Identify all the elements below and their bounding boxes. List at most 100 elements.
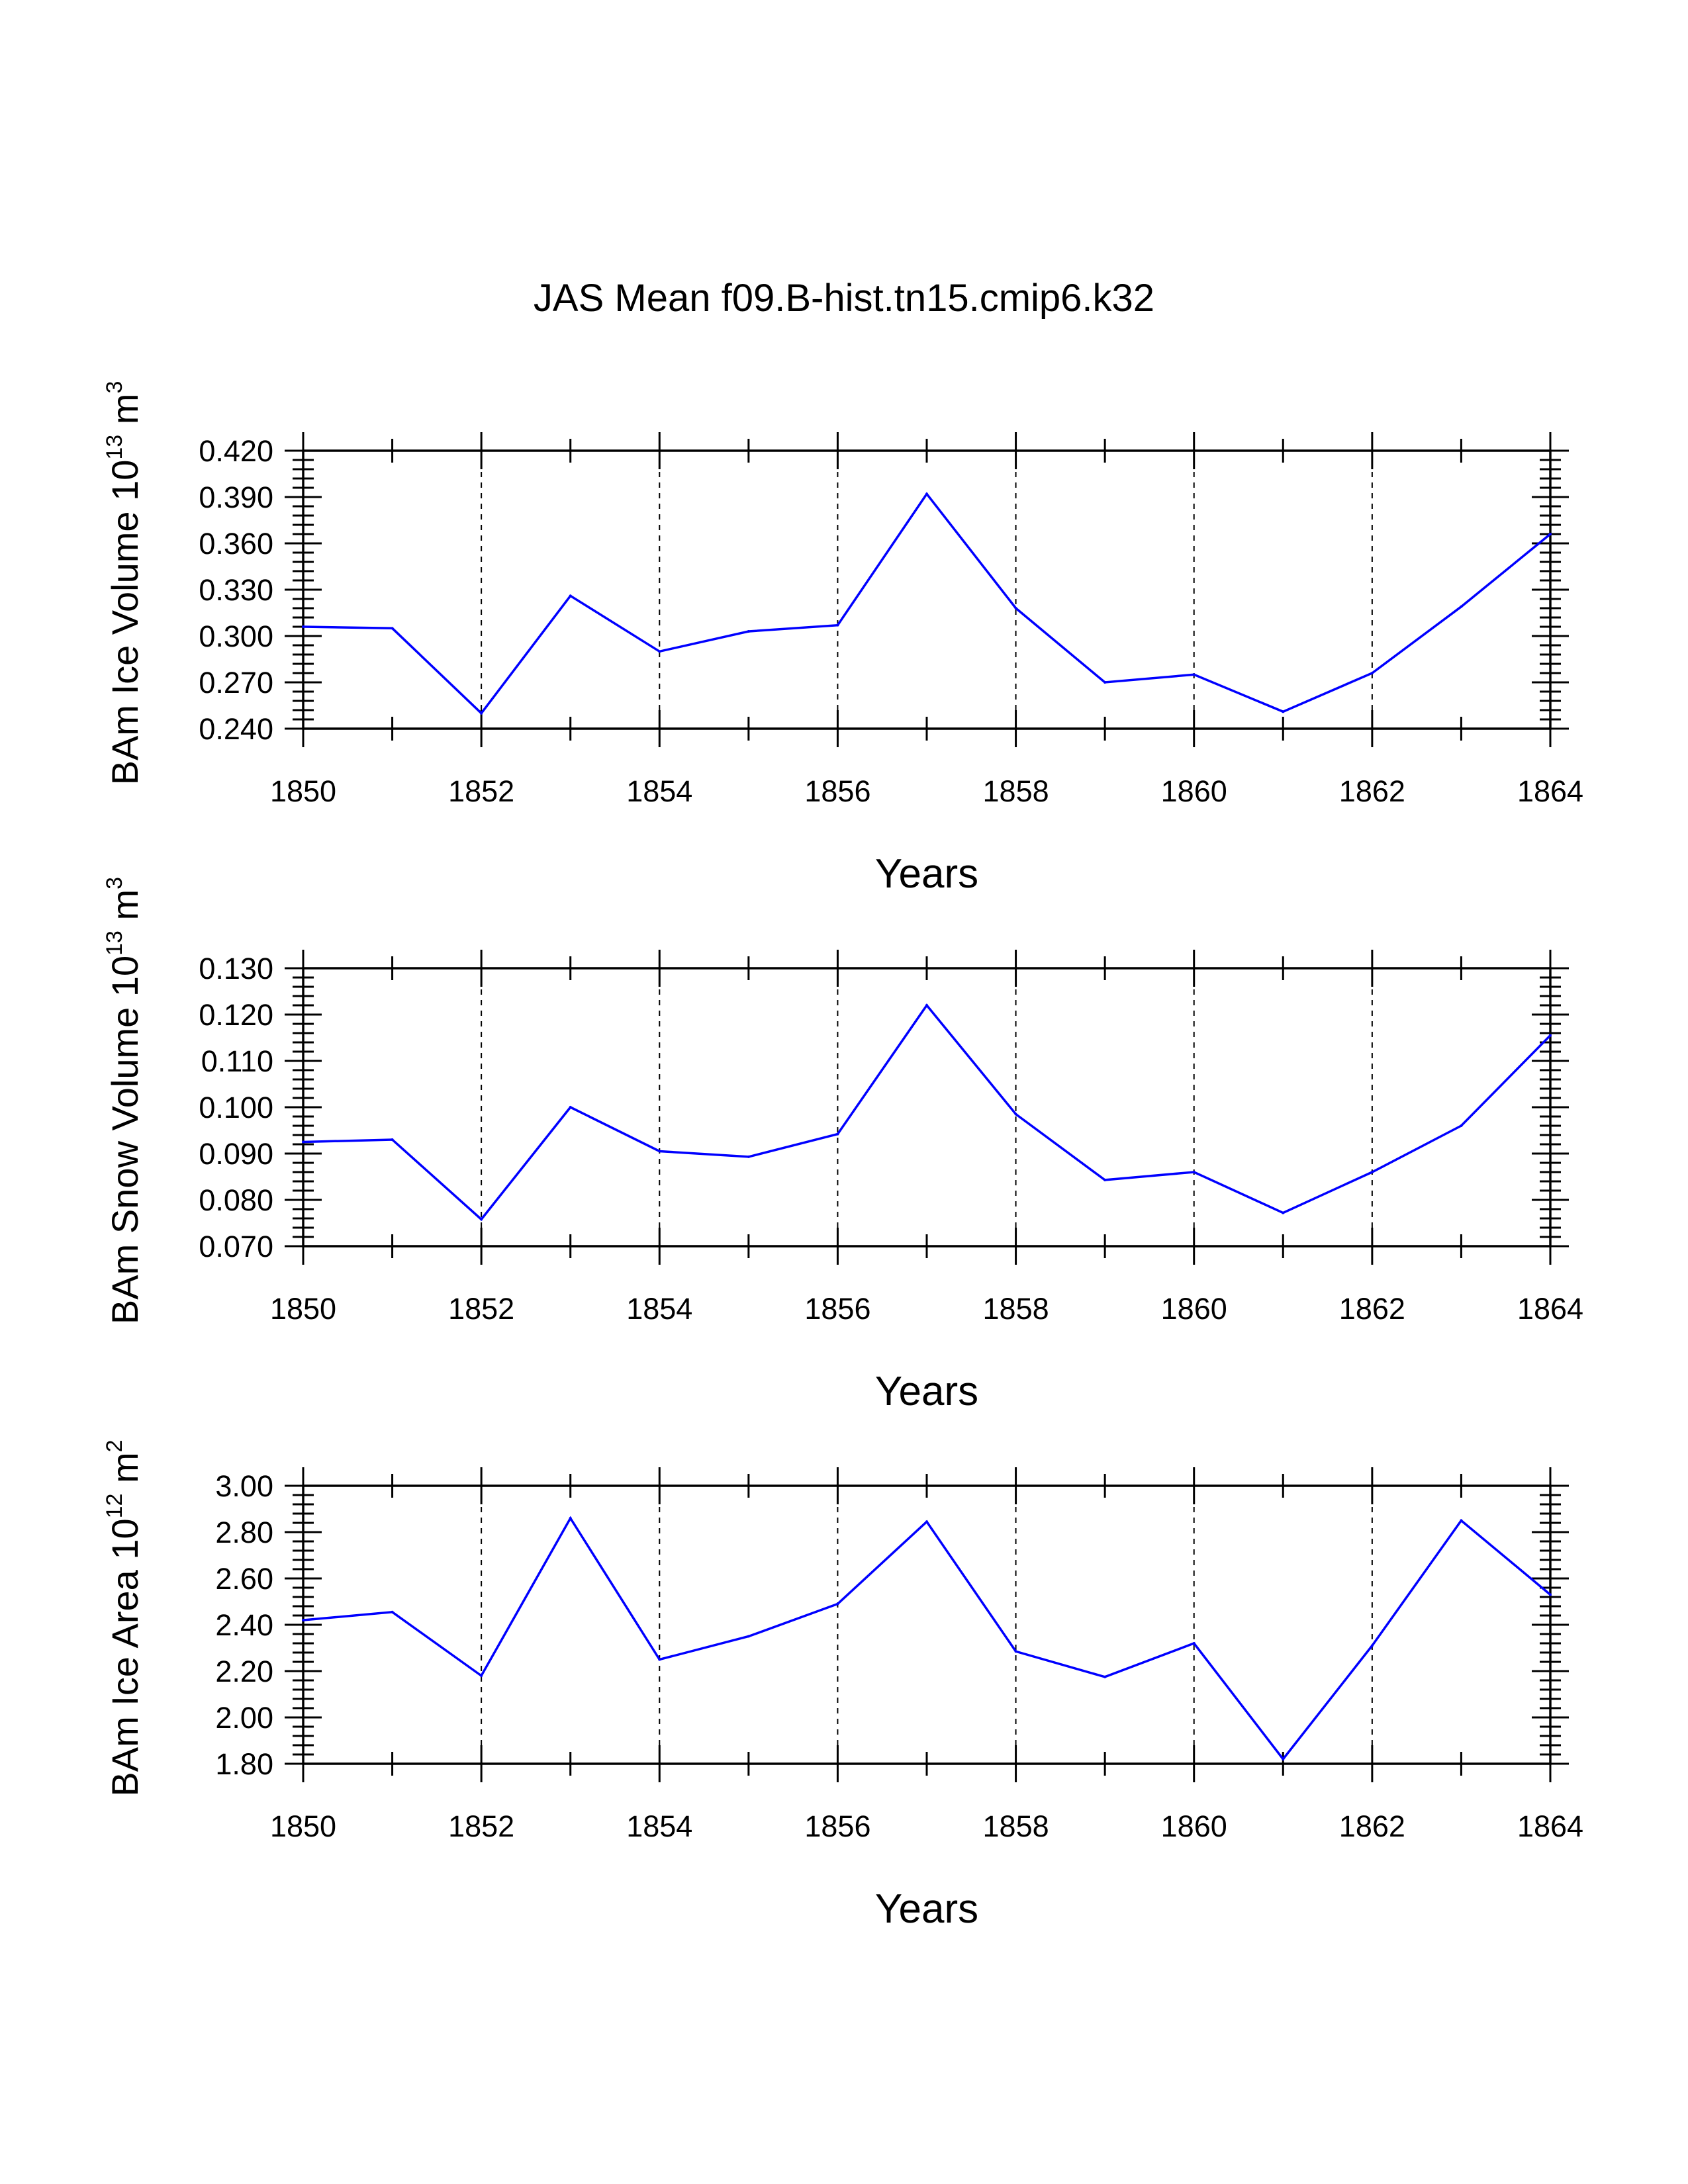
y-tick-label: 0.300 (199, 619, 273, 653)
data-point (1014, 607, 1017, 610)
series-line (303, 1003, 1552, 1221)
data-point (1014, 1650, 1017, 1653)
data-point (1549, 533, 1552, 535)
x-tick-label: 1858 (983, 1809, 1049, 1843)
data-point (391, 1610, 394, 1614)
y-axis-label: BAm Ice Area 1012 m2 (102, 1439, 146, 1796)
x-tick-label: 1858 (983, 774, 1049, 808)
data-point (480, 1218, 483, 1221)
data-point (658, 650, 661, 653)
y-tick-label: 3.00 (215, 1469, 273, 1503)
data-point (480, 1674, 483, 1677)
x-tick-label: 1856 (804, 774, 870, 808)
x-tick-label: 1852 (448, 1292, 514, 1326)
data-point (1282, 1758, 1285, 1760)
x-tick-label: 1860 (1161, 774, 1227, 808)
x-tick-label: 1862 (1339, 1292, 1405, 1326)
data-point (302, 625, 305, 628)
y-tick-label: 0.270 (199, 666, 273, 700)
y-tick-label: 0.090 (199, 1137, 273, 1171)
panel-ice-area: 1850 1852 1854 1856 1858 1860 1862 1864 1.80 2.00… (102, 1439, 1583, 1932)
data-point (1282, 710, 1285, 713)
x-axis-label: Years (875, 1369, 978, 1414)
plot-frame (302, 1484, 1552, 1765)
x-tick-label: 1854 (626, 774, 692, 808)
data-point (391, 1138, 394, 1141)
x-tick-label: 1852 (448, 1809, 514, 1843)
y-tick-label: 0.110 (201, 1044, 273, 1078)
x-tick-label: 1856 (804, 1809, 870, 1843)
data-point (569, 1106, 572, 1109)
x-tick-label: 1858 (983, 1292, 1049, 1326)
x-tick-label: 1864 (1517, 1292, 1583, 1326)
data-point (925, 1520, 928, 1524)
data-point (836, 623, 839, 627)
y-tick-label: 0.120 (199, 998, 273, 1032)
y-tick-label: 2.20 (215, 1655, 273, 1688)
series-line (303, 492, 1552, 715)
data-point (658, 1658, 661, 1661)
data-point (836, 1132, 839, 1136)
data-point (1282, 1211, 1285, 1214)
y-tick-label: 0.390 (199, 480, 273, 514)
data-point (1460, 1124, 1463, 1127)
data-point (836, 1602, 839, 1606)
plot-frame (302, 967, 1552, 1248)
data-point (480, 711, 483, 715)
data-point (747, 1635, 750, 1638)
data-point (1103, 1178, 1107, 1181)
panel-snow-volume: 1850 1852 1854 1856 1858 1860 1862 1864 0.070 0.0… (102, 877, 1583, 1414)
x-tick-label: 1852 (448, 774, 514, 808)
y-tick-label: 2.80 (215, 1516, 273, 1549)
data-point (1192, 673, 1196, 676)
data-point (1103, 681, 1107, 684)
data-point (302, 1140, 305, 1144)
data-point (925, 492, 928, 496)
x-tick-label: 1862 (1339, 1809, 1405, 1843)
x-tick-label: 1862 (1339, 774, 1405, 808)
y-tick-label: 0.240 (199, 712, 273, 746)
x-tick-label: 1850 (270, 1292, 336, 1326)
data-point (925, 1004, 928, 1007)
data-point (1370, 1171, 1374, 1173)
data-point (1549, 1034, 1552, 1037)
y-tick-label: 1.80 (215, 1747, 273, 1781)
panel-ice-volume: 1850 1852 1854 1856 1858 1860 1862 1864 0.240 0.2… (102, 381, 1583, 897)
y-tick-label: 0.420 (199, 434, 273, 468)
data-point (658, 1150, 661, 1153)
x-tick-label: 1850 (270, 1809, 336, 1843)
y-tick-label: 0.100 (199, 1091, 273, 1124)
y-tick-label: 0.080 (199, 1183, 273, 1217)
data-point (569, 1517, 572, 1520)
y-tick-label: 0.070 (199, 1230, 273, 1263)
data-point (569, 594, 572, 598)
x-tick-label: 1856 (804, 1292, 870, 1326)
data-point (1192, 1642, 1196, 1645)
y-axis-label: BAm Snow Volume 1013 m3 (102, 877, 146, 1324)
x-tick-label: 1864 (1517, 774, 1583, 808)
data-point (1460, 605, 1463, 608)
x-tick-label: 1854 (626, 1809, 692, 1843)
x-tick-label: 1860 (1161, 1292, 1227, 1326)
data-point (747, 630, 750, 633)
series-line (303, 1516, 1552, 1761)
y-axis-label: BAm Ice Volume 1013 m3 (102, 381, 146, 786)
data-point (747, 1155, 750, 1158)
panels: 1850 1852 1854 1856 1858 1860 1862 1864 0.240 0.2… (102, 381, 1583, 1932)
x-tick-label: 1854 (626, 1292, 692, 1326)
x-axis-label: Years (875, 1886, 978, 1932)
data-point (1549, 1593, 1552, 1596)
data-point (1192, 1171, 1196, 1173)
data-point (1103, 1675, 1107, 1678)
data-point (1370, 1644, 1374, 1647)
x-tick-label: 1850 (270, 774, 336, 808)
x-axis-label: Years (875, 851, 978, 897)
y-tick-label: 2.00 (215, 1701, 273, 1735)
x-tick-label: 1860 (1161, 1809, 1227, 1843)
data-point (391, 627, 394, 630)
y-tick-label: 0.130 (199, 952, 273, 985)
data-point (1014, 1113, 1017, 1116)
data-point (302, 1619, 305, 1621)
y-tick-label: 0.330 (199, 573, 273, 607)
